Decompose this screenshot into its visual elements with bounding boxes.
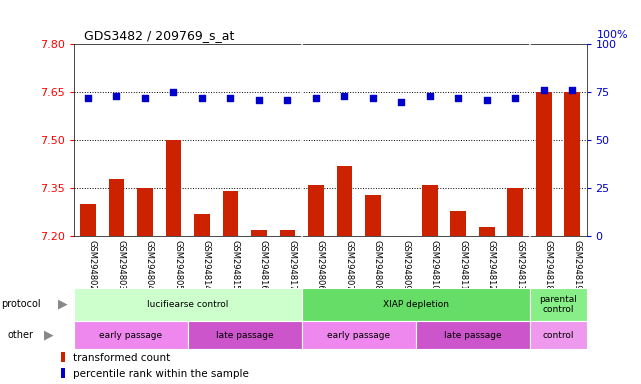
Bar: [165, 140, 181, 236]
Point: [453, 95, 463, 101]
Text: protocol: protocol: [1, 299, 41, 310]
Bar: [451, 210, 466, 236]
Bar: [80, 204, 96, 236]
Bar: [302, 321, 415, 349]
Point: [311, 95, 321, 101]
Text: lucifiearse control: lucifiearse control: [147, 300, 228, 309]
Text: late passage: late passage: [444, 331, 501, 339]
Bar: [508, 188, 523, 236]
Point: [481, 97, 492, 103]
Bar: [188, 321, 302, 349]
Point: [510, 95, 520, 101]
Text: GSM294812: GSM294812: [487, 240, 495, 291]
Bar: [74, 321, 188, 349]
Text: GSM294819: GSM294819: [572, 240, 581, 291]
Point: [197, 95, 207, 101]
Point: [368, 95, 378, 101]
Text: GSM294811: GSM294811: [458, 240, 467, 291]
Text: GSM294813: GSM294813: [515, 240, 524, 291]
Bar: [74, 288, 302, 321]
Text: control: control: [542, 331, 574, 339]
Point: [567, 87, 578, 93]
Point: [254, 97, 264, 103]
Text: early passage: early passage: [327, 331, 390, 339]
Bar: [337, 166, 352, 236]
Text: ▶: ▶: [44, 329, 53, 341]
Bar: [61, 352, 65, 361]
Bar: [222, 191, 238, 236]
Bar: [308, 185, 324, 236]
Text: GSM294809: GSM294809: [401, 240, 410, 291]
Text: GSM294815: GSM294815: [230, 240, 239, 291]
Text: GSM294806: GSM294806: [316, 240, 325, 291]
Bar: [302, 288, 529, 321]
Bar: [422, 185, 438, 236]
Text: transformed count: transformed count: [73, 353, 171, 362]
Bar: [279, 230, 296, 236]
Bar: [529, 288, 587, 321]
Text: GSM294803: GSM294803: [117, 240, 126, 291]
Text: GSM294804: GSM294804: [145, 240, 154, 291]
Bar: [194, 214, 210, 236]
Text: GSM294818: GSM294818: [544, 240, 553, 291]
Text: parental
control: parental control: [539, 295, 577, 314]
Point: [282, 97, 292, 103]
Text: other: other: [8, 330, 34, 340]
Bar: [529, 321, 587, 349]
Bar: [479, 227, 495, 236]
Text: GSM294805: GSM294805: [174, 240, 183, 291]
Text: GSM294817: GSM294817: [287, 240, 296, 291]
Text: XIAP depletion: XIAP depletion: [383, 300, 449, 309]
Bar: [61, 368, 65, 378]
Text: GSM294814: GSM294814: [202, 240, 211, 291]
Bar: [394, 236, 409, 243]
Point: [112, 93, 122, 99]
Point: [83, 95, 93, 101]
Text: GDS3482 / 209769_s_at: GDS3482 / 209769_s_at: [84, 28, 235, 41]
Bar: [137, 188, 153, 236]
Bar: [251, 230, 267, 236]
Point: [225, 95, 235, 101]
Text: ▶: ▶: [58, 298, 67, 311]
Point: [339, 93, 349, 99]
Y-axis label: 100%: 100%: [596, 30, 628, 40]
Bar: [536, 92, 552, 236]
Point: [169, 89, 179, 95]
Point: [538, 87, 549, 93]
Point: [396, 99, 406, 105]
Text: GSM294810: GSM294810: [430, 240, 439, 291]
Bar: [415, 321, 529, 349]
Bar: [565, 92, 580, 236]
Text: GSM294816: GSM294816: [259, 240, 268, 291]
Text: percentile rank within the sample: percentile rank within the sample: [73, 369, 249, 379]
Bar: [108, 179, 124, 236]
Point: [425, 93, 435, 99]
Text: GSM294808: GSM294808: [373, 240, 382, 291]
Text: late passage: late passage: [216, 331, 274, 339]
Text: early passage: early passage: [99, 331, 162, 339]
Text: GSM294807: GSM294807: [344, 240, 353, 291]
Text: GSM294802: GSM294802: [88, 240, 97, 291]
Bar: [365, 195, 381, 236]
Point: [140, 95, 150, 101]
